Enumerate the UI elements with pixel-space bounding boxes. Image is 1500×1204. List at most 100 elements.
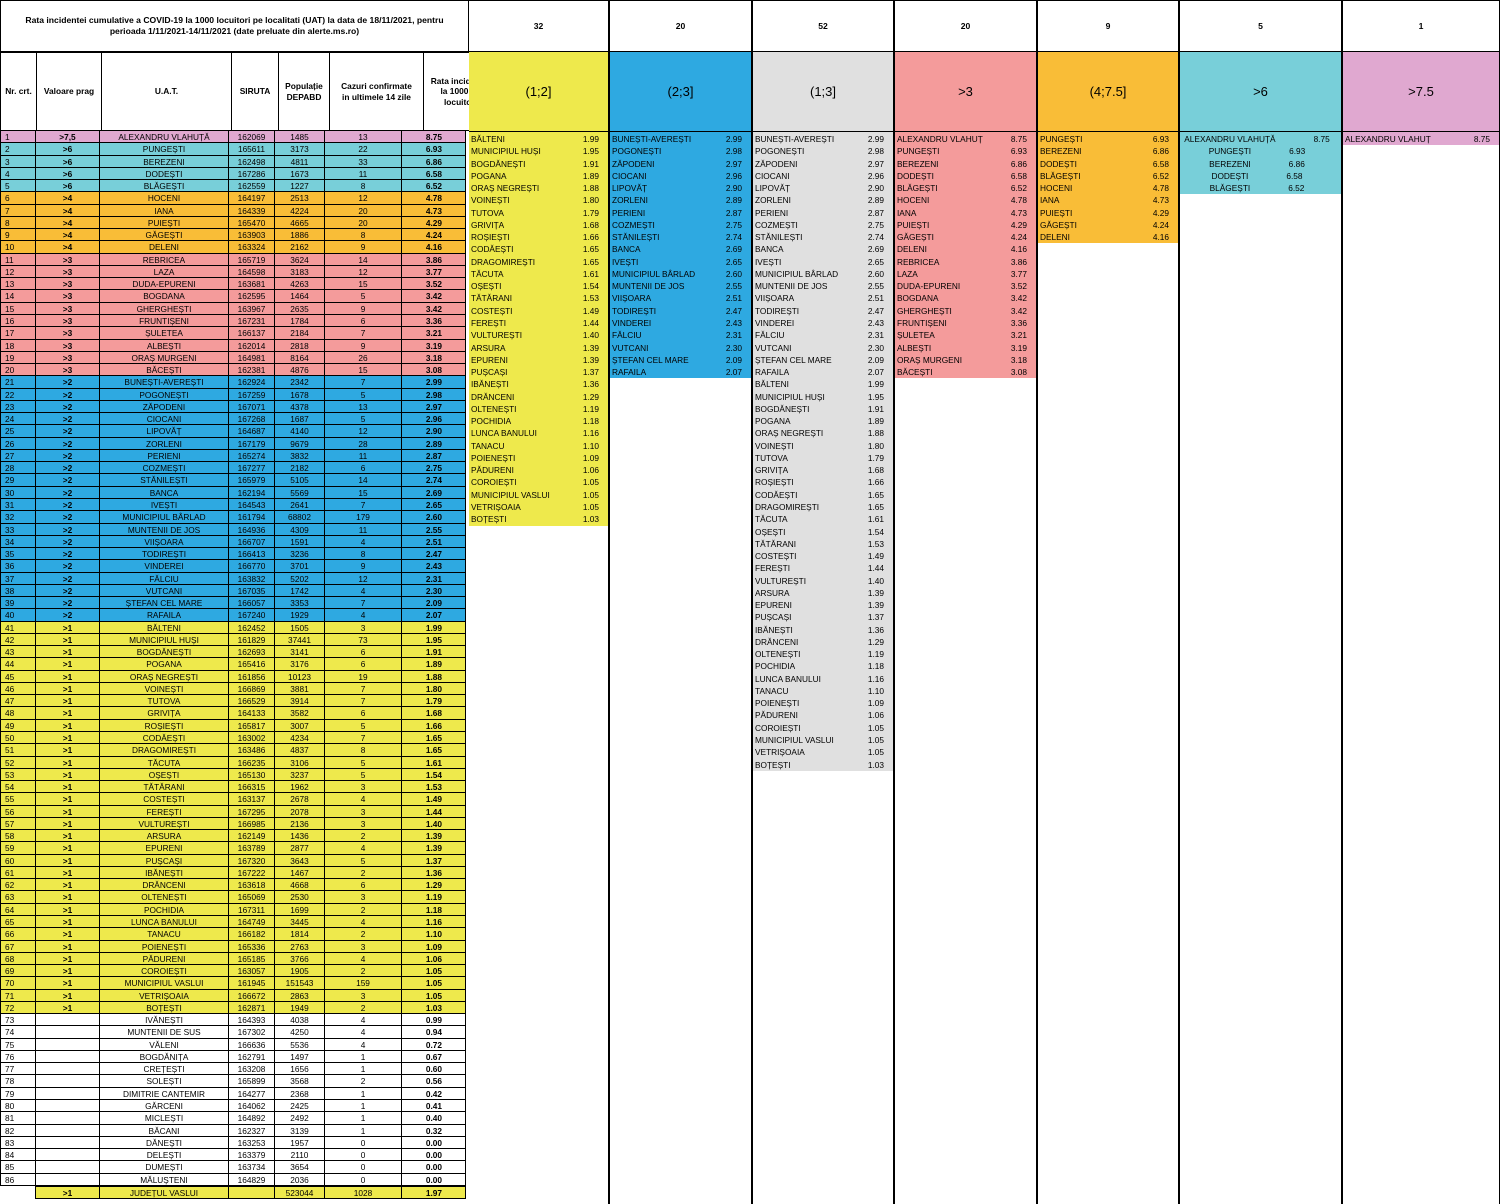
cell-pop: 5202 <box>274 572 324 585</box>
cell-uat: CODĂEȘTI <box>99 732 228 745</box>
cell-prag: >1 <box>35 621 99 634</box>
cell-siruta: 163208 <box>228 1063 274 1076</box>
list-item: BĂLTENI 1.99 <box>753 378 893 390</box>
cell-pop: 1497 <box>274 1050 324 1064</box>
cell-rata: 0.40 <box>401 1112 466 1125</box>
cell-uat: COZMEȘTI <box>99 462 228 475</box>
list-item-value: 1.88 <box>582 183 599 194</box>
list-item-name: DRAGOMIREȘTI <box>755 501 820 512</box>
table-row: 37 >2 FĂLCIU 163832 5202 12 2.31 <box>0 572 466 585</box>
list-item-value: 2.87 <box>725 207 742 218</box>
cell-nr: 17 <box>0 327 35 340</box>
cell-pop: 5105 <box>274 474 324 487</box>
cell-uat: VINDEREI <box>99 560 228 573</box>
cell-uat: IANA <box>99 204 228 217</box>
list-item: DELENI 4.16 <box>1038 231 1178 243</box>
list-item: STĂNILEȘTI 2.74 <box>753 231 893 243</box>
list-item-name: POGANA <box>755 416 791 427</box>
cell-nr: 6 <box>0 192 35 205</box>
cell-uat: DELENI <box>99 241 228 254</box>
list-item-value: 6.58 <box>1010 170 1027 181</box>
list-item-name: MUNICIPIUL VASLUI <box>471 489 550 500</box>
cell-rata: 1.09 <box>401 940 466 953</box>
cell-cazuri: 1028 <box>324 1186 401 1200</box>
table-row: 64 >1 POCHIDIA 167311 1699 2 1.18 <box>0 903 466 916</box>
cell-nr: 81 <box>0 1112 35 1125</box>
list-item-name: COSTEȘTI <box>755 551 797 562</box>
cell-cazuri: 5 <box>324 388 401 401</box>
cell-pop: 68802 <box>274 511 324 524</box>
list-item-name: BEREZENI <box>1209 158 1251 169</box>
list-item-name: LIPOVĂȚ <box>755 183 791 194</box>
cell-siruta: 165817 <box>228 719 274 733</box>
cell-cazuri: 15 <box>324 364 401 377</box>
cell-prag: >1 <box>35 854 99 867</box>
cell-uat: FRUNTIȘENI <box>99 314 228 328</box>
header-siruta: SIRUTA <box>231 52 278 131</box>
list-item-value: 3.21 <box>1010 330 1027 341</box>
cell-prag: >3 <box>35 253 99 266</box>
cell-siruta: 164749 <box>228 916 274 929</box>
cell-prag: >6 <box>35 180 99 193</box>
cell-uat: ALBEȘTI <box>99 339 228 352</box>
list-item-value: 3.19 <box>1010 342 1027 353</box>
list-item-name: TĂCUTA <box>755 514 788 525</box>
list-item-value: 2.51 <box>725 293 742 304</box>
list-item: PĂDURENI 1.06 <box>469 464 608 476</box>
list-item: PĂDURENI 1.06 <box>753 709 893 721</box>
list-item: FEREȘTI 1.44 <box>753 562 893 574</box>
cell-cazuri: 3 <box>324 621 401 634</box>
table-row: 59 >1 EPURENI 163789 2877 4 1.39 <box>0 842 466 855</box>
list-item-value: 4.16 <box>1152 232 1169 243</box>
category-list: ALEXANDRU VLAHUȚĂ 8.75 PUNGEȘTI 6.93 BEREZEN… <box>1180 132 1341 195</box>
list-item-name: PUIEȘTI <box>1040 207 1073 218</box>
cell-cazuri: 3 <box>324 891 401 904</box>
list-item: VOINEȘTI 1.80 <box>753 440 893 452</box>
list-item: PERIENI 2.87 <box>610 207 751 219</box>
table-row: 83 DĂNEȘTI 163253 1957 0 0.00 <box>0 1136 466 1150</box>
list-item: LIPOVĂȚ 2.90 <box>753 182 893 194</box>
cell-nr: 53 <box>0 768 35 782</box>
list-item-value: 4.78 <box>1010 195 1027 206</box>
list-item: LUNCA BANULUI 1.16 <box>469 427 608 439</box>
list-item-value: 1.39 <box>582 342 599 353</box>
list-item: BOGDĂNEȘTI 1.91 <box>753 403 893 415</box>
cell-prag <box>35 1161 99 1174</box>
table-row: 65 >1 LUNCA BANULUI 164749 3445 4 1.16 <box>0 916 466 929</box>
cell-rata: 2.07 <box>401 609 466 622</box>
list-item-value: 3.42 <box>1010 305 1027 316</box>
list-item: ARSURA 1.39 <box>469 342 608 354</box>
list-item-name: DELENI <box>1040 232 1070 243</box>
cell-cazuri: 15 <box>324 486 401 499</box>
cell-prag: >1 <box>35 707 99 720</box>
cell-uat: GĂGEȘTI <box>99 229 228 242</box>
cell-prag <box>35 1149 99 1162</box>
cell-prag: >1 <box>35 903 99 916</box>
list-item-value: 2.97 <box>725 158 742 169</box>
table-row: 6 >4 HOCENI 164197 2513 12 4.78 <box>0 192 466 205</box>
header-uat: U.A.T. <box>101 52 231 131</box>
list-item: TANACU 1.10 <box>753 685 893 697</box>
cell-cazuri: 1 <box>324 1063 401 1076</box>
cell-nr: 67 <box>0 940 35 953</box>
cell-nr: 28 <box>0 462 35 475</box>
cell-pop: 2368 <box>274 1087 324 1100</box>
cell-nr: 49 <box>0 719 35 733</box>
list-item-value: 1.53 <box>867 538 884 549</box>
cell-rata: 2.75 <box>401 462 466 475</box>
cell-uat: EPURENI <box>99 842 228 855</box>
list-item-value: 2.51 <box>867 293 884 304</box>
list-item-value: 1.80 <box>582 195 599 206</box>
list-item-value: 2.09 <box>725 354 742 365</box>
list-item-value: 1.19 <box>582 403 599 414</box>
table-row: 7 >4 IANA 164339 4224 20 4.73 <box>0 204 466 217</box>
list-item-name: COROIEȘTI <box>471 477 517 488</box>
list-item: FĂLCIU 2.31 <box>610 329 751 341</box>
cell-prag: >7,5 <box>35 131 99 144</box>
cell-rata: 0.94 <box>401 1026 466 1039</box>
list-item: IANA 4.73 <box>1038 194 1178 206</box>
cell-cazuri: 159 <box>324 977 401 990</box>
cell-rata: 1.79 <box>401 695 466 708</box>
list-item-name: ALEXANDRU VLAHUȚ <box>1345 134 1431 144</box>
cell-pop: 2863 <box>274 989 324 1002</box>
